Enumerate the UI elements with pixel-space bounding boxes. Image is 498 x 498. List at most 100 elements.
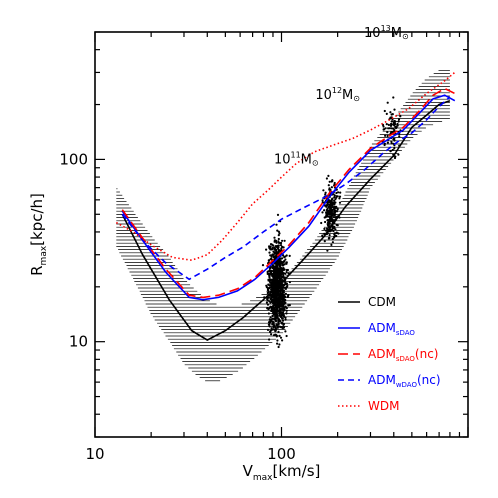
legend-main: ADM (368, 347, 396, 361)
scatter-point (397, 118, 401, 121)
scatter-point (282, 267, 285, 270)
scatter-point (278, 232, 281, 235)
legend-sub: sDAO (396, 329, 416, 337)
scatter-point (385, 112, 388, 115)
scatter-point (275, 283, 278, 286)
scatter-point (277, 263, 280, 266)
scatter-point (273, 251, 276, 254)
mass-exponent: 11 (290, 150, 300, 159)
scatter-point (274, 320, 278, 323)
series-line-ADM_sDAO (121, 94, 456, 301)
scatter-point (275, 263, 278, 266)
scatter-point (283, 306, 286, 309)
scatter-point (279, 291, 282, 294)
scatter-point (335, 210, 339, 213)
mass-exponent: 12 (332, 86, 342, 95)
scatter-point (329, 229, 332, 232)
scatter-point (328, 234, 331, 237)
scatter-point (268, 338, 271, 341)
scatter-point (273, 303, 276, 307)
scatter-point (333, 210, 336, 214)
scatter-point (281, 314, 284, 317)
series-line-ADM_sDAO(nc) (121, 87, 456, 299)
scatter-point (276, 247, 280, 250)
scatter-point (281, 264, 285, 267)
scatter-point (393, 139, 396, 142)
legend-sub: wDAO (396, 381, 418, 389)
scatter-point (271, 307, 274, 310)
scatter-point (276, 339, 279, 342)
scatter-point (386, 131, 389, 134)
scatter-point (322, 189, 325, 192)
scatter-point (276, 342, 279, 345)
scatter-point (332, 216, 335, 219)
scatter-point (270, 254, 273, 257)
scatter-point (280, 322, 283, 325)
scatter-point (281, 308, 284, 311)
scatter-point (276, 294, 279, 297)
shaded-band (116, 70, 450, 382)
scatter-point (268, 287, 271, 290)
scatter-point (277, 244, 280, 247)
scatter-point (281, 239, 284, 242)
scatter-point (331, 180, 334, 183)
scatter-point (273, 236, 276, 239)
scatter-point (274, 269, 277, 273)
scatter-point (384, 127, 387, 130)
scatter-point (337, 232, 340, 235)
scatter-point (328, 236, 331, 239)
scatter-point (282, 297, 285, 300)
scatter-point (329, 210, 332, 213)
scatter-point (270, 299, 273, 302)
scatter-point (334, 198, 337, 201)
scatter-point (330, 218, 333, 221)
scatter-point (275, 250, 278, 253)
scatter-point (328, 221, 331, 224)
scatter-point (275, 334, 278, 337)
scatter-point (269, 330, 272, 333)
scatter-point (276, 279, 279, 282)
scatter-point (270, 270, 273, 274)
scatter-point (394, 155, 397, 158)
scatter-point (326, 207, 329, 210)
scatter-point (273, 286, 276, 289)
scatter-point (397, 153, 400, 156)
legend-label-ADM_wDAO(nc): ADMwDAO(nc) (368, 373, 441, 389)
scatter-point (327, 184, 330, 187)
scatter-point (267, 291, 270, 294)
scatter-point (281, 257, 284, 260)
scatter-point (333, 227, 336, 230)
scatter-point (274, 333, 277, 336)
scatter-point (338, 201, 342, 204)
scatter-point (272, 280, 275, 284)
scatter-point (282, 286, 285, 289)
mass-base: 10 (364, 26, 381, 41)
scatter-point (278, 260, 281, 263)
scatter-point (278, 241, 282, 245)
scatter-point (278, 301, 281, 304)
scatter-point (278, 277, 281, 280)
legend-label-WDM: WDM (368, 399, 399, 413)
scatter-point (282, 323, 285, 326)
scatter-point (267, 278, 270, 281)
scatter-point (331, 241, 334, 244)
mass-exponent: 13 (381, 24, 391, 33)
legend-label-ADM_sDAO: ADMsDAO (368, 321, 415, 337)
scatter-point (272, 244, 275, 247)
scatter-point (388, 127, 391, 130)
scatter-point (394, 120, 397, 123)
scatter-point (323, 209, 326, 212)
scatter-point (337, 191, 340, 194)
scatter-point (284, 282, 287, 285)
scatter-point (328, 187, 331, 190)
scatter-point (277, 330, 280, 333)
scatter-point (383, 143, 386, 147)
scatter-point (285, 334, 288, 338)
scatter-point (324, 191, 327, 194)
scatter-point (274, 294, 277, 297)
scatter-point (273, 278, 276, 281)
scatter-point (283, 315, 286, 318)
scatter-point (277, 310, 281, 313)
scatter-point (276, 307, 279, 310)
